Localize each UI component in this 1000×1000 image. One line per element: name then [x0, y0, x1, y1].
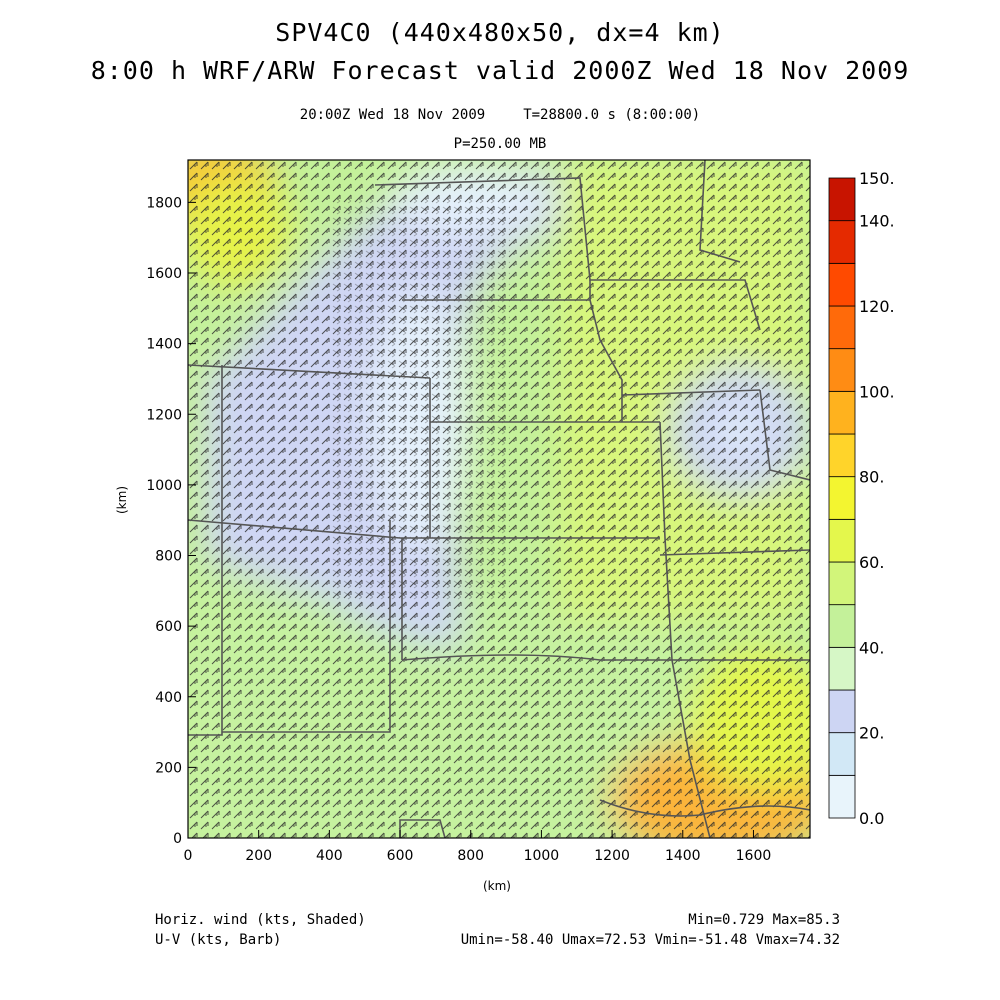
y-tick-label: 600	[155, 619, 182, 635]
shading-description: Horiz. wind (kts, Shaded)	[155, 912, 366, 928]
colorbar-segment	[828, 646, 856, 691]
pressure-level: P=250.00 MB	[453, 136, 547, 152]
colorbar-label: 60.	[859, 553, 884, 572]
x-tick-label: 400	[316, 848, 343, 864]
y-tick-label: 1600	[146, 266, 182, 282]
colorbar-segment	[828, 262, 856, 307]
y-tick-label: 400	[155, 690, 182, 706]
valid-time-line: 20:00Z Wed 18 Nov 2009 T=28800.0 s (8:00:…	[0, 107, 1000, 123]
state-boundaries	[188, 160, 810, 838]
colorbar-label: 80.	[859, 468, 884, 487]
colorbar-label: 100.	[859, 382, 895, 401]
colorbar-segment	[828, 348, 856, 392]
colorbar-segment	[828, 220, 856, 264]
y-tick-label: 1800	[146, 195, 182, 211]
colorbar-label: 0.0	[859, 809, 884, 828]
colorbar-label: 150.	[859, 169, 895, 188]
colorbar-segment	[828, 177, 856, 222]
x-axis: 0 200 400 600 800 1000 1200 1400 1600	[184, 830, 772, 864]
colorbar-segment	[828, 774, 856, 819]
x-tick-label: 1000	[524, 848, 560, 864]
model-time: T=28800.0 s (8:00:00)	[523, 107, 701, 123]
colorbar-segment	[828, 561, 856, 606]
colorbar-segment	[828, 732, 856, 776]
colorbar-segment	[828, 433, 856, 478]
y-tick-label: 1400	[146, 337, 182, 353]
colorbar-segment	[828, 689, 856, 734]
map-title-line2: 8:00 h WRF/ARW Forecast valid 2000Z Wed …	[90, 56, 910, 85]
wind-speed-shading	[188, 160, 810, 838]
map-title-line1: SPV4C0 (440x480x50, dx=4 km)	[275, 18, 725, 47]
colorbar-segment	[828, 518, 856, 563]
x-tick-label: 0	[184, 848, 193, 864]
colorbar: 150. 140. 120. 100. 80. 60. 40. 20. 0.0	[828, 169, 895, 828]
y-tick-label: 1200	[146, 407, 182, 423]
colorbar-label: 40.	[859, 638, 884, 657]
colorbar-label: 140.	[859, 212, 895, 231]
colorbar-segment	[828, 476, 856, 520]
colorbar-segment	[828, 305, 856, 350]
barb-description: U-V (kts, Barb)	[155, 932, 282, 948]
y-axis: 0 200 400 600 800 1000 1200 1400 1600 1800	[146, 195, 196, 847]
y-tick-label: 800	[155, 549, 182, 565]
uv-range-summary: Umin=-58.40 Umax=72.53 Vmin=-51.48 Vmax=…	[460, 932, 840, 948]
x-tick-label: 200	[245, 848, 272, 864]
colorbar-label: 120.	[859, 297, 895, 316]
map-frame	[187, 159, 811, 839]
x-axis-label: (km)	[483, 879, 511, 893]
valid-time: 20:00Z Wed 18 Nov 2009	[299, 107, 486, 123]
x-tick-label: 1400	[665, 848, 701, 864]
y-tick-label: 200	[155, 760, 182, 776]
min-max-summary: Min=0.729 Max=85.3	[688, 912, 840, 928]
colorbar-label: 20.	[859, 724, 884, 743]
x-tick-label: 600	[387, 848, 414, 864]
x-tick-label: 1200	[594, 848, 630, 864]
y-axis-label: (km)	[115, 486, 129, 514]
x-tick-label: 1600	[736, 848, 772, 864]
x-tick-label: 800	[457, 848, 484, 864]
y-tick-label: 1000	[146, 478, 182, 494]
colorbar-segment	[828, 390, 856, 435]
y-tick-label: 0	[173, 831, 182, 847]
colorbar-segment	[828, 604, 856, 648]
